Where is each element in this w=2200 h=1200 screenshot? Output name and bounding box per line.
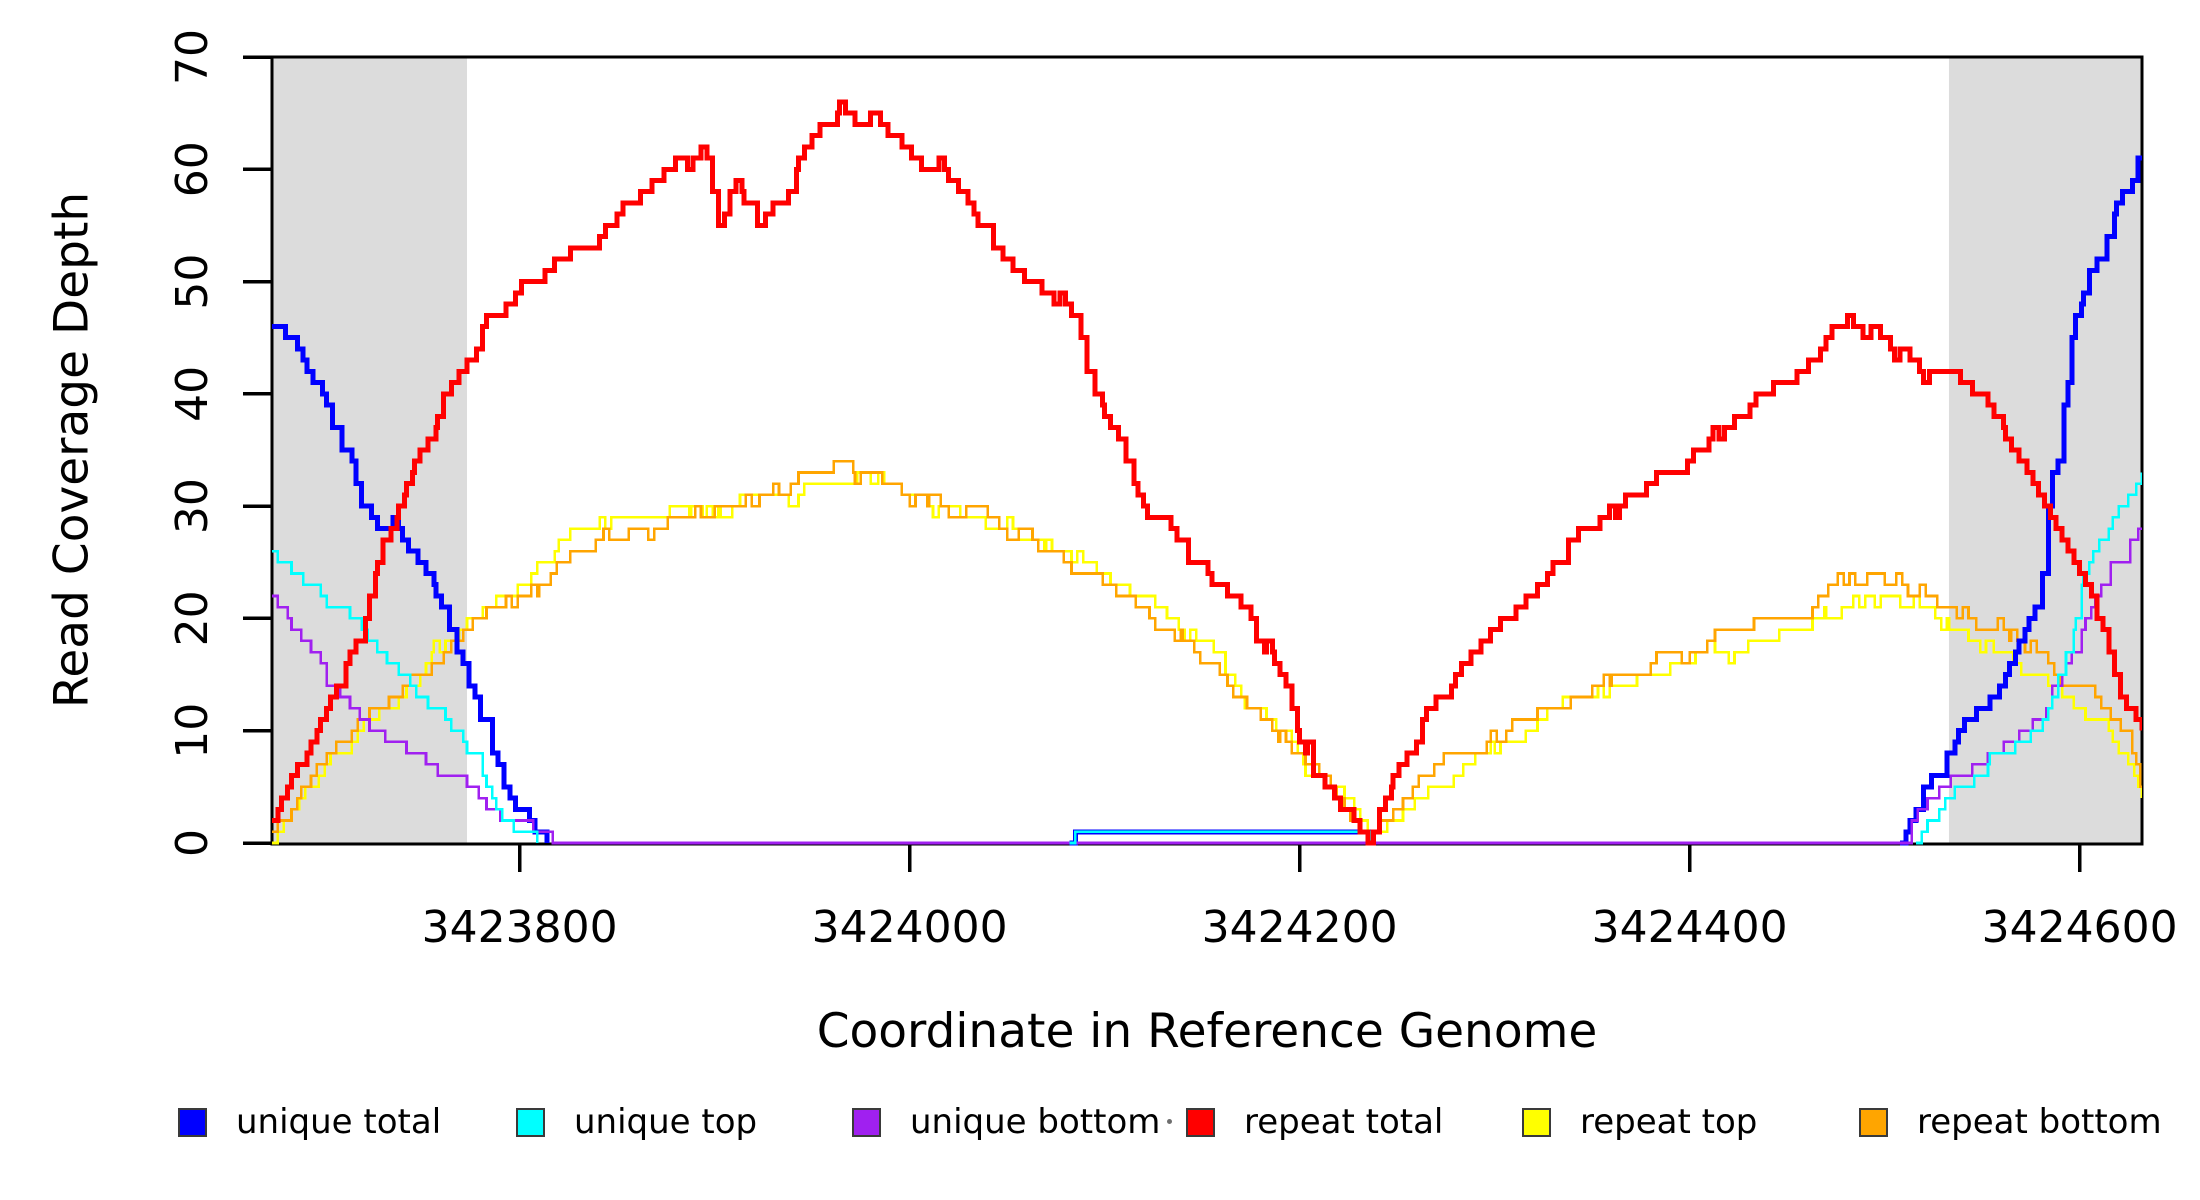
- y-tick-label: 40: [167, 366, 218, 422]
- legend-swatch-unique-bottom: [852, 1107, 881, 1137]
- legend-item-repeat-total: repeat total: [1186, 1102, 1443, 1142]
- legend-label: unique top: [574, 1102, 758, 1142]
- series-line-repeat-bottom: [272, 459, 2142, 834]
- legend-swatch-repeat-top: [1522, 1107, 1551, 1137]
- legend-item-repeat-top: repeat top: [1522, 1102, 1757, 1142]
- legend-swatch-repeat-bottom: [1859, 1107, 1888, 1137]
- x-tick-label: 3423800: [422, 902, 618, 953]
- x-tick-label: 3424400: [1592, 902, 1788, 953]
- legend-item-unique-total: unique total: [178, 1102, 441, 1142]
- legend-label: repeat top: [1580, 1102, 1758, 1142]
- legend-item-unique-bottom: unique bottom: [852, 1102, 1160, 1142]
- legend-label: unique total: [236, 1102, 442, 1142]
- legend-label: repeat bottom: [1917, 1102, 2162, 1142]
- legend-label: unique bottom: [910, 1102, 1161, 1142]
- x-tick-label: 3424200: [1202, 902, 1398, 953]
- series-line-repeat-total: [272, 99, 2142, 846]
- legend-label: repeat total: [1244, 1102, 1444, 1142]
- series-line-unique-top: [272, 472, 2142, 845]
- x-tick-label: 3424000: [812, 902, 1008, 953]
- legend-swatch-unique-top: [516, 1107, 545, 1137]
- y-tick-label: 60: [167, 141, 218, 197]
- legend-swatch-unique-total: [178, 1107, 207, 1137]
- x-tick-label: 3424600: [1982, 902, 2178, 953]
- stray-dot-mark: [1167, 1119, 1172, 1124]
- y-tick-label: 30: [167, 478, 218, 534]
- y-tick-label: 50: [167, 254, 218, 310]
- y-tick-label: 10: [167, 703, 218, 759]
- y-tick-label: 20: [167, 590, 218, 646]
- legend-item-repeat-bottom: repeat bottom: [1859, 1102, 2162, 1142]
- y-tick-label: 70: [167, 29, 218, 85]
- series-line-repeat-top: [272, 471, 2142, 845]
- legend-item-unique-top: unique top: [516, 1102, 757, 1142]
- legend-swatch-repeat-total: [1186, 1107, 1215, 1137]
- x-axis-title: Coordinate in Reference Genome: [816, 1004, 1598, 1059]
- y-tick-label: 0: [167, 829, 218, 857]
